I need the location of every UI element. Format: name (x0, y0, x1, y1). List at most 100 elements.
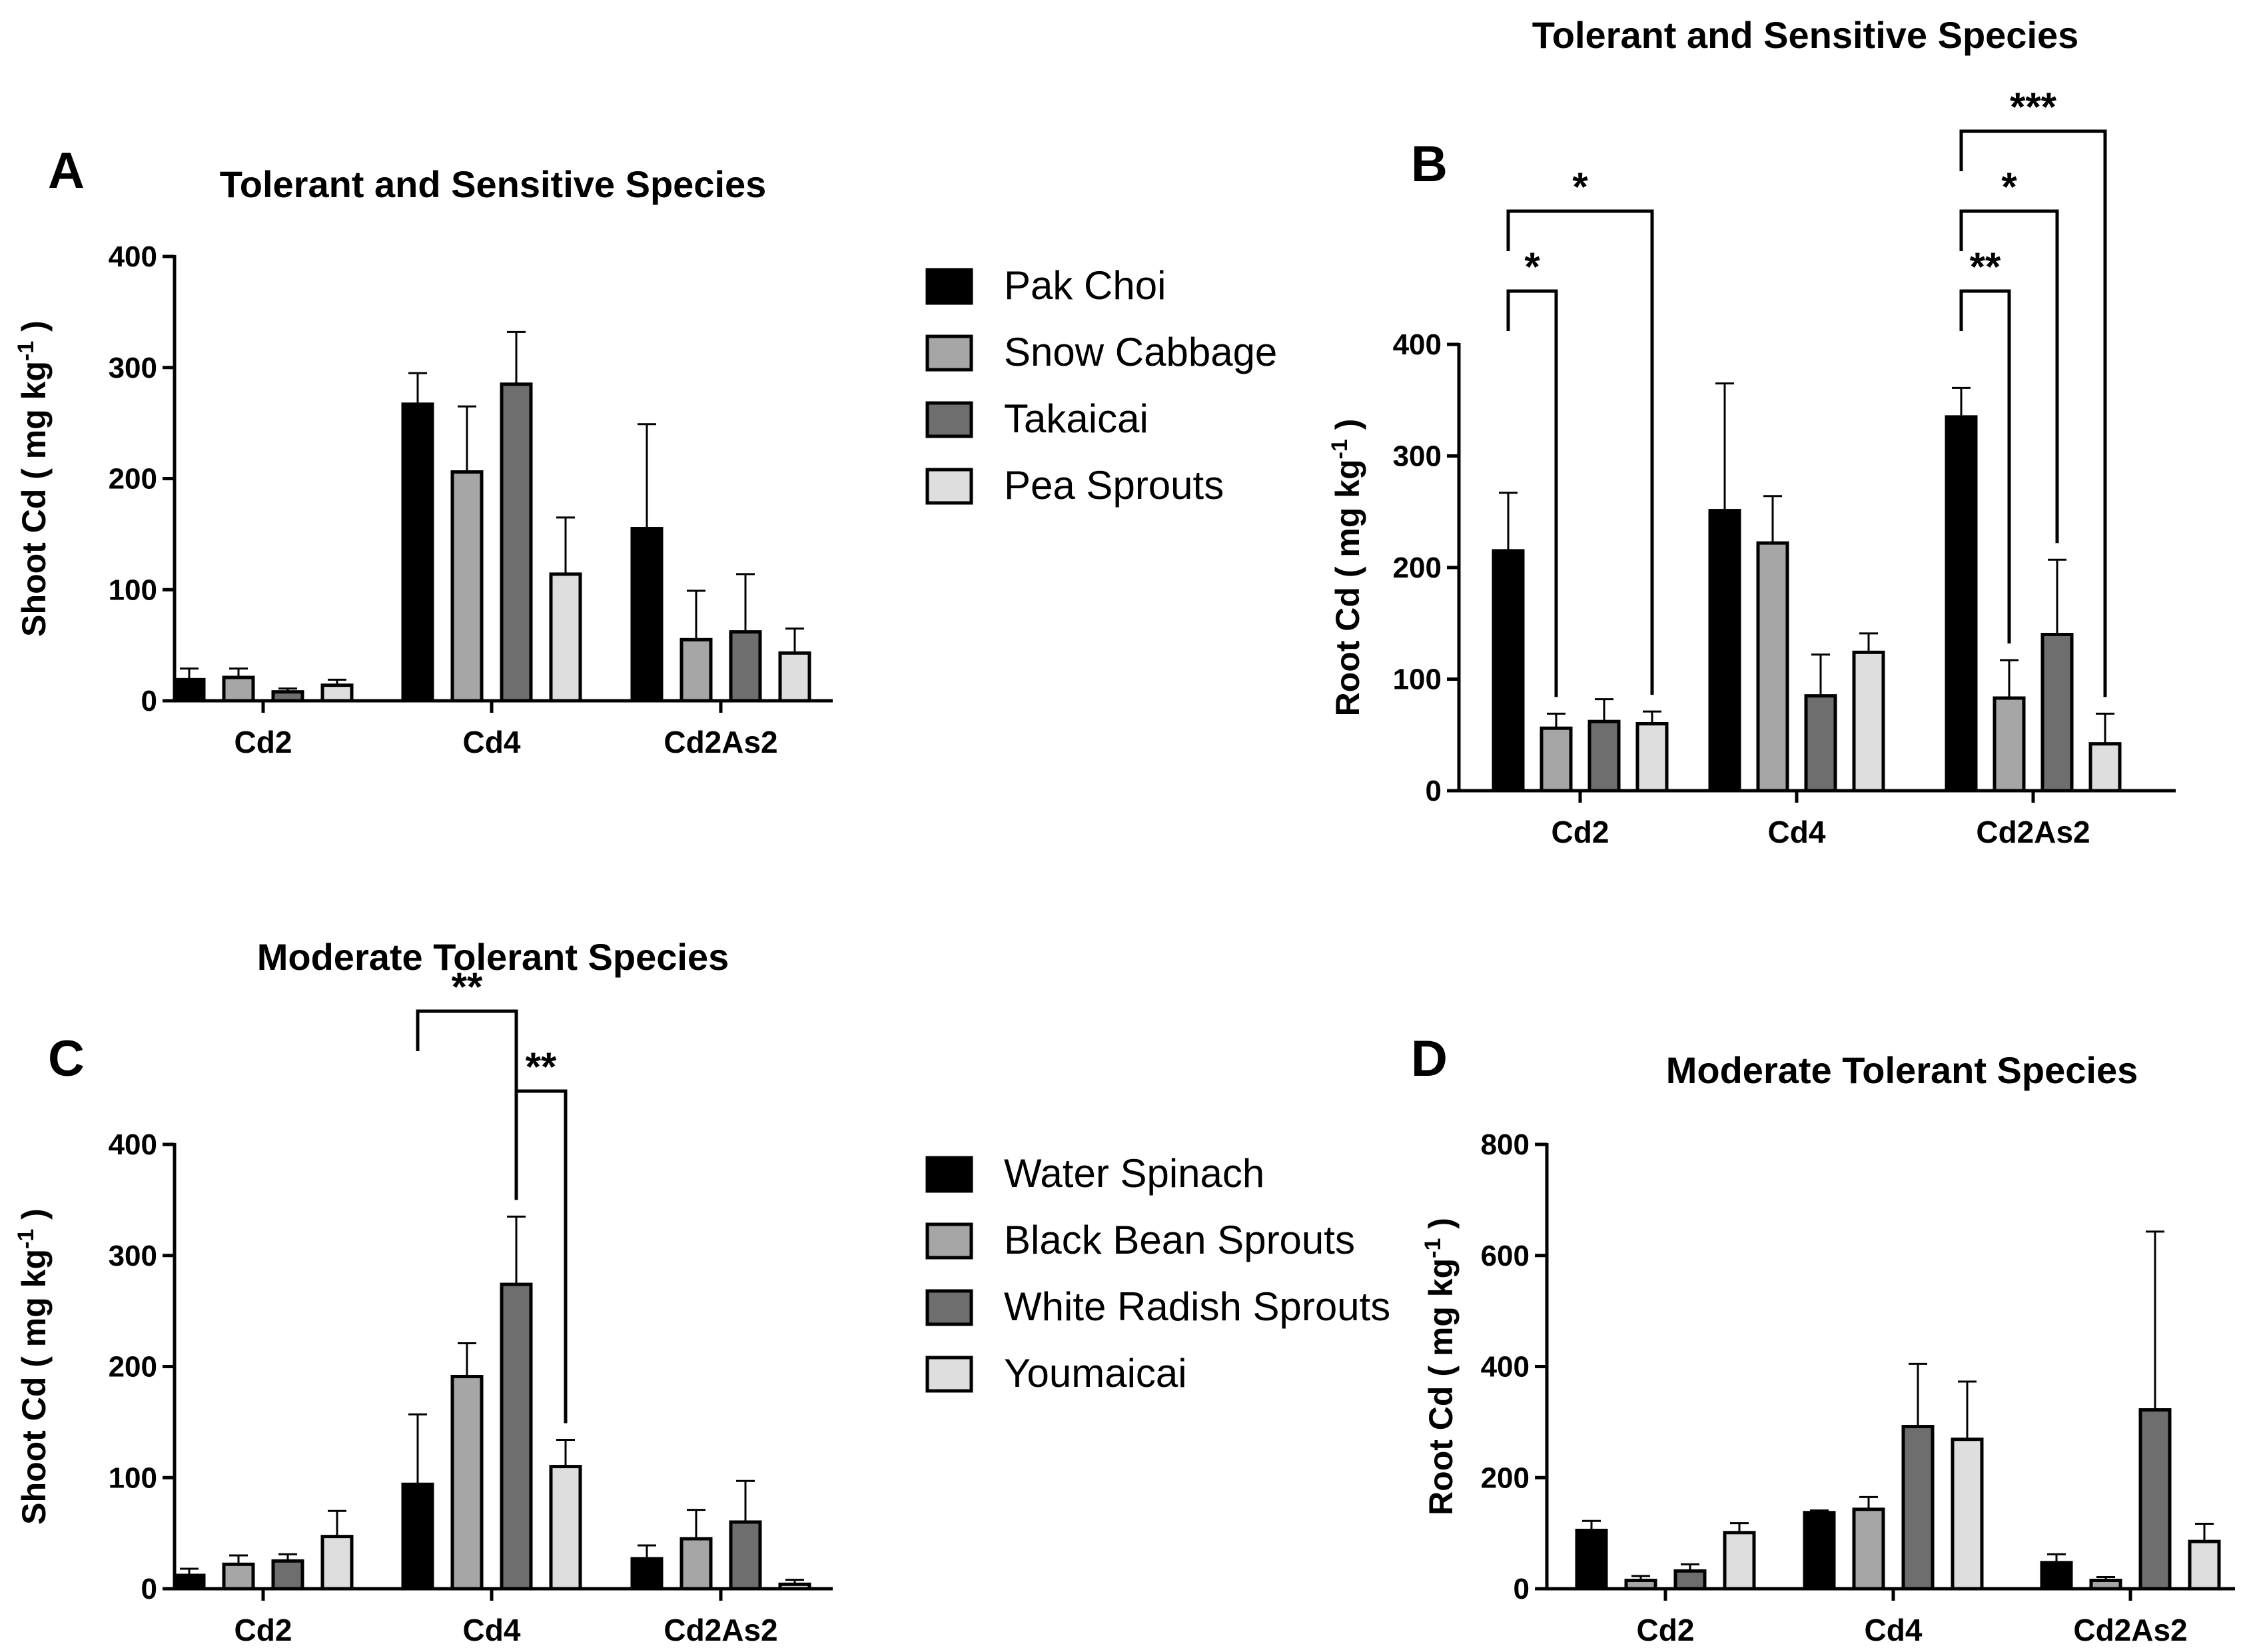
plot-area: 0 100 200 300 400 Root Cd ( mg kg-1 ) Cd2 Cd4 Cd… (1327, 85, 2176, 849)
bar (2088, 742, 2122, 793)
bar (2089, 1578, 2122, 1591)
y-tick-label: 800 (1481, 1128, 1530, 1161)
legend-label: Pak Choi (1004, 263, 1166, 308)
bar (222, 1562, 255, 1591)
bar (729, 1520, 762, 1591)
bar (450, 1375, 484, 1591)
y-tick-label: 200 (1393, 552, 1442, 584)
bar (401, 402, 434, 703)
bar (1852, 1507, 1885, 1591)
bar (1540, 726, 1573, 793)
significance-label: *** (2010, 85, 2057, 129)
bar (630, 1557, 664, 1591)
bar (320, 1535, 354, 1591)
y-tick-label: 100 (109, 574, 157, 606)
x-category-label: Cd4 (463, 725, 521, 759)
y-tick-label: 200 (109, 1351, 157, 1384)
significance-label: * (1572, 165, 1588, 209)
significance-bracket (1506, 209, 1654, 695)
bar (549, 572, 582, 703)
panel-d: D Moderate Tolerant Species 0 200 400 600 80… (1411, 1031, 2235, 1647)
bar (778, 1582, 811, 1591)
y-tick-label: 300 (1393, 440, 1442, 473)
significance-label: * (1524, 244, 1540, 289)
legend-swatch (925, 468, 973, 505)
bar (1492, 549, 1525, 793)
plot-area: 0 200 400 600 800 Root Cd ( mg kg-1 ) Cd2 Cd4 Cd… (1420, 1128, 2235, 1647)
bar (1803, 1511, 1836, 1591)
y-axis-label: Root Cd ( mg kg-1 ) (1327, 419, 1366, 717)
bar (1804, 694, 1837, 793)
bar (401, 1482, 434, 1591)
significance-bracket (1959, 289, 2011, 644)
significance-bracket (1959, 209, 2059, 544)
bar (549, 1465, 582, 1591)
bar (2138, 1408, 2172, 1591)
significance-bracket (514, 1089, 568, 1424)
x-category-label: Cd2As2 (1976, 815, 2090, 849)
bar (1624, 1578, 1657, 1591)
panel-letter: A (48, 143, 85, 199)
y-tick-label: 400 (1393, 328, 1442, 361)
x-category-label: Cd2As2 (664, 725, 777, 759)
legend-swatch (925, 401, 973, 438)
bar (450, 470, 484, 703)
x-category-label: Cd2As2 (664, 1613, 777, 1647)
panel-letter: D (1411, 1031, 1448, 1087)
bar (1756, 541, 1789, 793)
y-tick-label: 0 (1514, 1573, 1530, 1605)
panel-title: Moderate Tolerant Species (257, 936, 729, 978)
panel-c: C Moderate Tolerant Species 0 100 200 300 40… (13, 936, 833, 1647)
bar (173, 677, 206, 703)
bar (1673, 1569, 1707, 1591)
legend-swatch (925, 1222, 973, 1260)
y-tick-label: 300 (109, 352, 157, 384)
bar (1901, 1425, 1935, 1591)
legend-label: Takaicai (1004, 396, 1148, 441)
x-category-label: Cd4 (463, 1613, 521, 1647)
x-category-label: Cd2 (1637, 1613, 1695, 1647)
bar (2040, 633, 2074, 793)
significance-label: ** (526, 1044, 557, 1089)
panel-title: Tolerant and Sensitive Species (220, 163, 767, 205)
bar (630, 527, 664, 703)
bar (679, 637, 713, 703)
y-tick-label: 600 (1481, 1240, 1530, 1272)
y-tick-label: 100 (1393, 663, 1442, 696)
legend-moderate-tolerant: Water Spinach Black Bean Sprouts White Rad… (925, 1151, 1390, 1396)
legend-label: Snow Cabbage (1004, 330, 1277, 374)
significance-label: * (2001, 165, 2017, 209)
bar (500, 382, 533, 703)
legend-swatch (925, 1356, 973, 1393)
bar (222, 675, 255, 703)
x-category-label: Cd2 (234, 725, 292, 759)
legend-tolerant-sensitive: Pak Choi Snow Cabbage Takaicai Pea Sprouts (925, 263, 1277, 508)
x-category-label: Cd2As2 (2073, 1613, 2187, 1647)
y-tick-label: 400 (109, 240, 157, 273)
x-category-label: Cd4 (1768, 815, 1826, 849)
significance-bracket (1959, 129, 2107, 697)
bar (271, 690, 304, 703)
legend-swatch (925, 268, 973, 305)
legend-swatch (925, 1289, 973, 1326)
plot-area: 0 100 200 300 400 Shoot Cd ( mg kg-1 ) Cd2 Cd4 C… (13, 965, 833, 1647)
legend-label: White Radish Sprouts (1004, 1284, 1390, 1329)
bar (1852, 650, 1885, 793)
bar (271, 1559, 304, 1591)
bar (778, 651, 811, 703)
y-axis-label: Shoot Cd ( mg kg-1 ) (13, 320, 53, 637)
y-tick-label: 400 (109, 1128, 157, 1161)
panel-title: Moderate Tolerant Species (1666, 1049, 2138, 1091)
panel-letter: C (48, 1031, 85, 1087)
panel-title: Tolerant and Sensitive Species (1532, 14, 2079, 56)
y-tick-label: 300 (109, 1240, 157, 1272)
y-axis-label: Shoot Cd ( mg kg-1 ) (13, 1208, 53, 1525)
bar (2188, 1539, 2221, 1591)
y-tick-label: 0 (141, 685, 157, 717)
legend-label: Pea Sprouts (1004, 463, 1224, 508)
legend-swatch (925, 334, 973, 372)
legend-swatch (925, 1156, 973, 1193)
legend-label: Black Bean Sprouts (1004, 1218, 1355, 1262)
y-tick-label: 200 (1481, 1461, 1530, 1494)
y-axis-label: Root Cd ( mg kg-1 ) (1420, 1218, 1460, 1515)
